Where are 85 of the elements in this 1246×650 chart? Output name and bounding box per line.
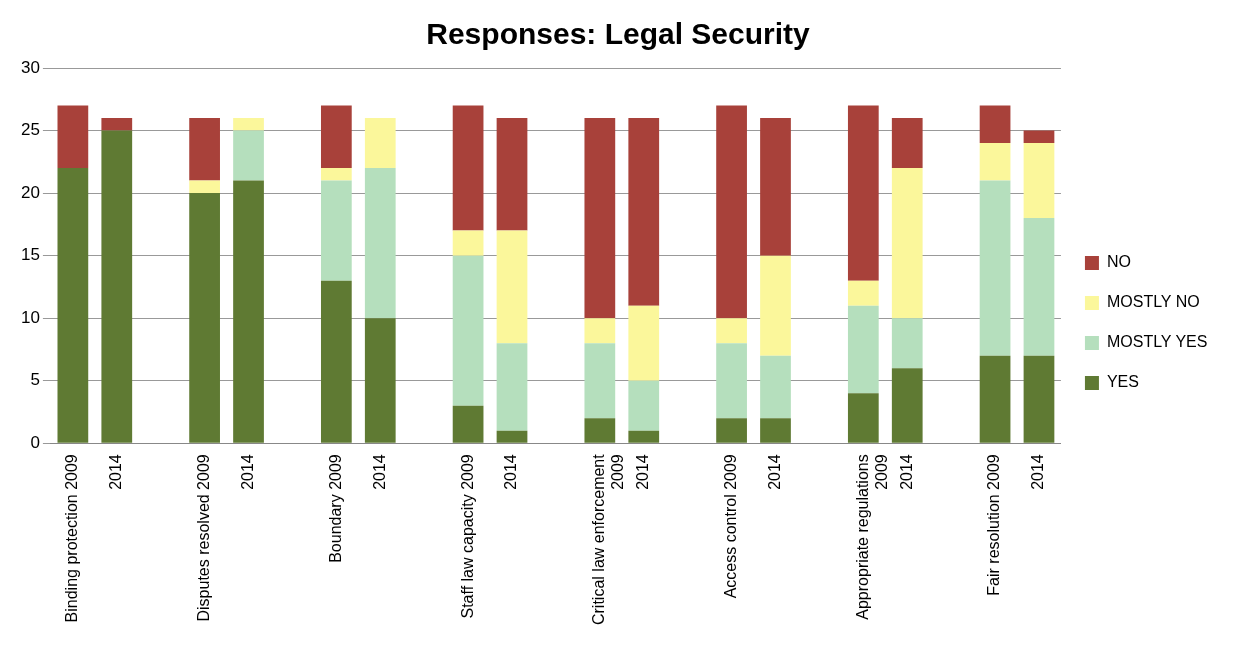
bar [364, 118, 396, 169]
bar [847, 393, 879, 443]
x-tick-label: 2014 [370, 454, 388, 490]
x-tick-label: Boundary 2009 [326, 454, 344, 563]
bar [101, 118, 133, 131]
x-tick-label: 2014 [765, 454, 783, 490]
x-tick-label: Appropriate regulations 2009 [853, 454, 890, 620]
x-tick-label: 2014 [1029, 454, 1047, 490]
bar [847, 280, 879, 306]
bar [891, 318, 923, 369]
x-tick-label: Fair resolution 2009 [985, 454, 1003, 596]
bar [1023, 143, 1055, 219]
bar [584, 118, 616, 319]
x-tick-label: 2014 [107, 454, 125, 490]
bar [891, 368, 923, 443]
bar [847, 105, 879, 281]
bar [496, 118, 528, 231]
x-tick-label: Binding protection 2009 [63, 454, 81, 623]
bar [496, 230, 528, 344]
bar [233, 180, 264, 443]
x-tick-label: 2014 [634, 454, 652, 490]
bar [452, 230, 484, 256]
bar [716, 318, 747, 344]
bar [233, 118, 264, 131]
y-tick-label: 25 [20, 120, 40, 140]
bar [189, 118, 220, 181]
legend-label: YES [1106, 373, 1139, 391]
bar [496, 343, 528, 431]
bar [716, 418, 747, 443]
y-tick-label: 5 [30, 370, 40, 390]
bar [760, 418, 791, 443]
bar [364, 318, 396, 443]
bar [320, 280, 352, 443]
bar [320, 180, 352, 281]
x-tick-label: 2014 [502, 454, 520, 490]
bar [584, 343, 616, 419]
bar [891, 168, 923, 319]
bar [760, 255, 791, 356]
x-tick-label: Disputes resolved 2009 [195, 454, 213, 622]
legend-label: MOSTLY YES [1106, 333, 1208, 351]
bar [452, 255, 484, 406]
bar [452, 405, 484, 443]
bar [628, 380, 660, 431]
bar [101, 130, 133, 443]
bar [628, 305, 660, 381]
bar [628, 118, 660, 306]
bar [189, 193, 220, 443]
bar [496, 430, 528, 443]
bar [628, 430, 660, 443]
bar [320, 168, 352, 181]
bar [57, 168, 89, 443]
y-tick-label: 30 [20, 57, 40, 77]
y-tick-label: 10 [20, 307, 40, 327]
bar [584, 318, 616, 344]
x-tick-label: 2014 [238, 454, 256, 490]
bar [979, 180, 1011, 356]
bar [452, 105, 484, 231]
x-tick-label: 2014 [897, 454, 915, 490]
bar [189, 180, 220, 194]
x-tick-label: Critical law enforcement 2009 [590, 453, 627, 626]
y-tick-label: 15 [20, 245, 40, 265]
bar [1023, 355, 1055, 443]
bar [1023, 130, 1055, 144]
bar [891, 118, 923, 169]
y-tick-label: 0 [30, 432, 40, 452]
x-tick-label: Staff law capacity 2009 [458, 454, 476, 619]
bar [1023, 218, 1055, 356]
bar [716, 105, 747, 319]
legend-label: MOSTLY NO [1106, 293, 1200, 311]
bar [979, 143, 1011, 181]
bar [320, 105, 352, 169]
legend-label: NO [1106, 253, 1131, 271]
bar [716, 343, 747, 419]
bar [57, 105, 89, 169]
x-tick-label: Access control 2009 [721, 454, 739, 599]
bar [760, 118, 791, 256]
bar [847, 305, 879, 394]
bar [979, 355, 1011, 443]
bar [760, 355, 791, 419]
bar [584, 418, 616, 443]
bar [233, 130, 264, 181]
bar [979, 105, 1011, 144]
y-tick-label: 20 [20, 182, 40, 202]
chart-title: Responses: Legal Security [426, 17, 811, 51]
bar [364, 168, 396, 319]
